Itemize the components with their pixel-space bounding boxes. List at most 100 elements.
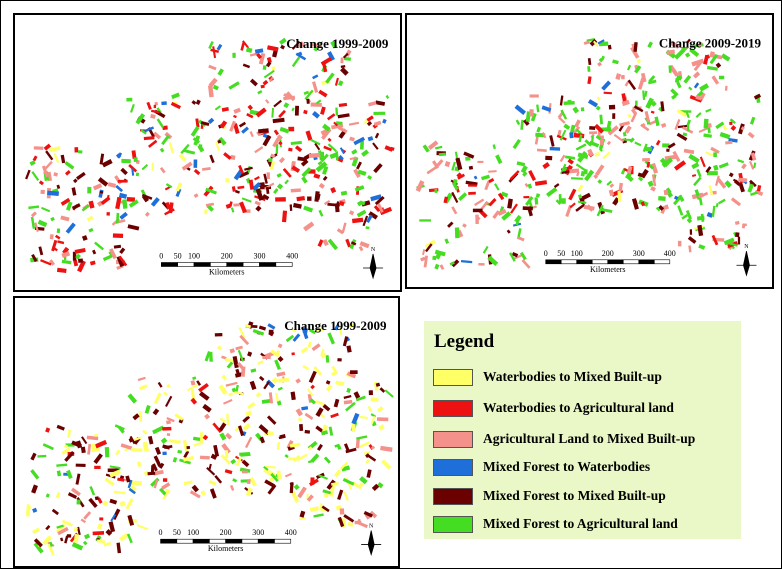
land-patch [136,173,139,177]
land-patch [155,447,161,455]
land-patch [293,333,301,342]
land-patch [674,119,680,130]
land-patch [707,171,718,175]
land-patch [208,65,216,70]
land-patch [158,382,163,388]
land-patch [276,371,285,376]
land-patch [78,259,83,263]
land-patch [737,159,744,163]
land-patch [444,238,449,244]
land-patch [87,444,91,455]
land-patch [664,190,669,195]
scale-segment [209,539,225,543]
map: Change 1999-2009050100200300400Kilometer… [15,15,400,290]
north-label: N [744,244,749,250]
land-patch [328,239,338,250]
land-patch [165,396,172,407]
legend-swatch [433,400,473,417]
land-patch [684,149,695,154]
land-patch [309,153,321,158]
land-patch [707,127,710,133]
land-patch [273,118,285,123]
legend-swatch [433,488,473,505]
scale-label: 200 [220,528,232,537]
land-patch [674,160,686,170]
land-patch [39,180,44,185]
land-patch [386,95,390,99]
land-patch [687,125,689,131]
land-patch [319,183,325,189]
land-patch [230,485,234,491]
land-patch [729,122,732,125]
land-patch [318,239,324,247]
land-patch [148,436,153,445]
land-patch [303,110,308,114]
land-patch [382,119,387,124]
scale-segment [623,260,639,264]
land-patch [186,446,190,449]
land-patch [225,450,228,458]
land-patch [60,537,63,541]
land-patch [713,152,717,157]
land-patch [549,135,554,147]
land-patch [516,119,520,125]
land-patch [343,491,349,501]
legend-label: Mixed Forest to Agricultural land [483,516,678,532]
land-patch [372,142,378,149]
land-patch [25,170,31,180]
land-patch [528,170,536,181]
land-patch [195,118,199,127]
land-patch [231,207,235,212]
north-arrow [363,254,383,278]
land-patch [288,127,294,132]
legend-item: Waterbodies to Mixed Built-up [433,368,662,386]
land-patch [368,136,374,141]
land-patch [157,118,165,128]
land-patch [693,177,702,187]
land-patch [45,427,50,432]
land-patch [627,65,631,71]
land-patch [718,199,726,205]
land-patch [257,360,263,365]
land-patch [278,343,283,348]
land-patch [312,111,320,119]
scale-label: 100 [187,528,199,537]
scale-label: 100 [571,249,583,258]
land-patch [750,117,755,125]
land-patch [295,378,301,383]
land-patch [267,323,275,329]
scale-segment [654,260,670,264]
land-patch [236,457,242,466]
land-patch [127,533,133,543]
land-patch [142,164,149,170]
land-patch [359,441,370,448]
map-panel: Change 1999-2009050100200300400Kilometer… [13,296,400,568]
land-patch [242,471,248,474]
land-patch [303,222,314,232]
land-patch [235,369,239,374]
land-patch [517,236,525,241]
land-patch [423,144,430,152]
land-patch [278,110,286,118]
land-patch [301,176,308,183]
land-patch [55,235,60,240]
land-patch [381,459,391,469]
land-patch [748,132,755,139]
land-patch [208,85,214,97]
land-patch [247,351,252,356]
land-patch [161,482,170,489]
land-patch [327,113,335,120]
land-patch [705,151,713,156]
land-patch [95,440,107,448]
land-patch [367,175,372,180]
land-patch [245,410,252,416]
land-patch [87,187,91,194]
land-patch [564,101,575,105]
land-patch [72,542,83,550]
land-patch [284,180,289,185]
land-patch [532,205,537,208]
legend-item: Agricultural Land to Mixed Built-up [433,430,695,448]
land-patch [521,259,530,269]
land-patch [72,187,77,195]
scale-segment [608,260,624,264]
